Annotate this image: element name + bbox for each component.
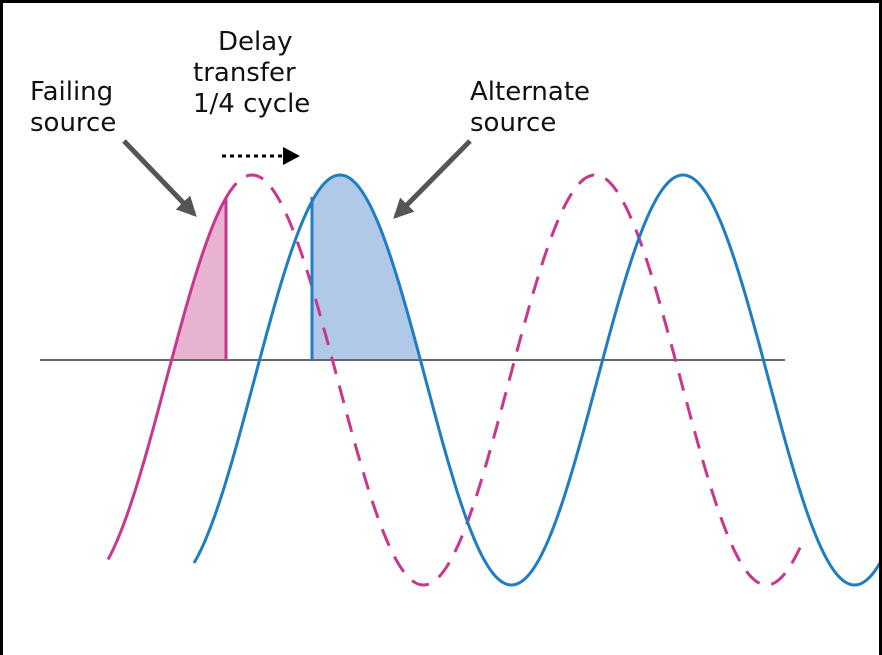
label: Delay <box>218 27 293 57</box>
alternate-wave <box>192 173 879 587</box>
label: 1/4 cycle <box>193 89 310 119</box>
label: transfer <box>193 58 296 88</box>
alternate-fill <box>312 175 424 360</box>
failing-wave <box>106 197 228 561</box>
alternate-arrow <box>393 139 472 219</box>
label: Alternate <box>470 77 590 107</box>
failing-arrow <box>122 139 197 217</box>
delay-arrow-head <box>283 147 300 165</box>
failing-wave-dashed <box>224 173 802 587</box>
failing-fill <box>166 197 226 360</box>
label: source <box>470 108 556 138</box>
label: source <box>30 108 116 138</box>
label: Failing <box>30 77 113 107</box>
